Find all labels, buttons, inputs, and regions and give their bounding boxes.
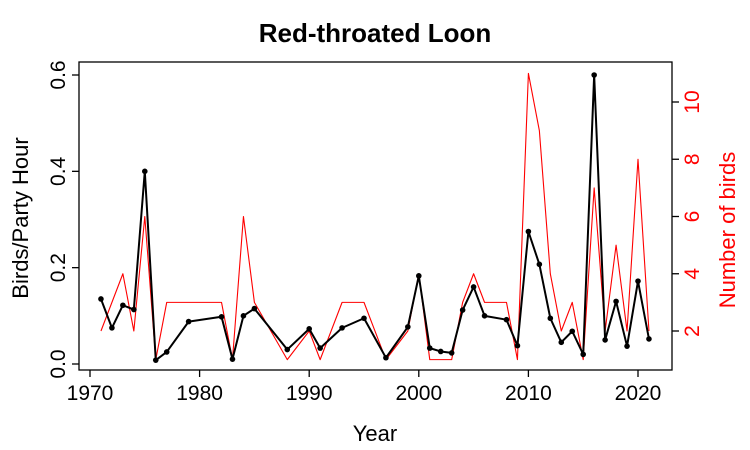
y-axis-left: 0.0 0.2 0.4 0.6 [47, 60, 79, 379]
data-point [339, 325, 345, 331]
series-line-birds-per-party-hour [100, 74, 650, 362]
data-point [646, 336, 652, 342]
y2-axis-label: Number of birds [715, 152, 740, 309]
data-point [514, 342, 521, 349]
plot-frame [78, 61, 673, 371]
data-point [131, 306, 137, 313]
data-point [361, 315, 367, 322]
data-point [229, 356, 236, 362]
data-point [405, 324, 411, 330]
data-point [284, 346, 291, 353]
data-point [525, 228, 532, 235]
data-point [109, 325, 115, 331]
data-point [317, 345, 323, 351]
data-point [152, 357, 159, 363]
data-point [481, 313, 488, 319]
x-axis: 1970 1980 1990 2000 2010 2020 [67, 370, 662, 405]
y2-tick-label: 2 [681, 325, 704, 337]
data-point [142, 168, 148, 175]
data-point [547, 315, 554, 322]
data-point [613, 298, 619, 305]
chart-title: Red-throated Loon [259, 18, 492, 48]
data-point [448, 350, 455, 356]
data-point [437, 348, 444, 355]
data-point [426, 345, 433, 351]
y-tick-label: 0.2 [47, 253, 70, 282]
data-point [569, 328, 576, 335]
data-point [240, 313, 247, 319]
data-point [218, 314, 225, 320]
data-point [536, 261, 543, 268]
data-point [591, 72, 597, 78]
x-axis-label: Year [353, 421, 397, 446]
series-line-number-of-birds [100, 72, 650, 361]
data-point [558, 339, 565, 346]
data-point [383, 354, 389, 361]
y2-tick-label: 4 [681, 268, 704, 280]
data-point [98, 296, 104, 302]
y-tick-label: 0.0 [47, 349, 70, 378]
x-tick-label: 2000 [395, 382, 442, 405]
x-tick-label: 1970 [67, 382, 114, 405]
x-tick-label: 1990 [286, 382, 333, 405]
y2-tick-label: 8 [681, 153, 704, 165]
data-point [185, 318, 192, 325]
data-point [624, 343, 630, 349]
data-point [163, 349, 170, 355]
data-point [470, 284, 477, 290]
y-axis-label: Birds/Party Hour [8, 137, 33, 298]
y2-tick-label: 10 [681, 90, 704, 113]
data-point [120, 302, 126, 309]
data-point [306, 326, 313, 332]
x-tick-label: 1980 [176, 382, 223, 405]
data-point [251, 305, 258, 312]
data-point [503, 316, 510, 323]
y-tick-label: 0.6 [47, 60, 70, 89]
data-point [580, 351, 586, 358]
y-tick-label: 0.4 [47, 156, 70, 186]
data-point [635, 278, 641, 284]
x-tick-label: 2020 [615, 382, 662, 405]
x-tick-label: 2010 [505, 382, 552, 405]
y2-tick-label: 6 [681, 211, 704, 223]
data-point [416, 273, 422, 279]
data-point [459, 307, 466, 313]
series-layer [98, 72, 652, 363]
y-axis-right: 2 4 6 8 10 [672, 90, 704, 337]
data-point [602, 337, 608, 343]
